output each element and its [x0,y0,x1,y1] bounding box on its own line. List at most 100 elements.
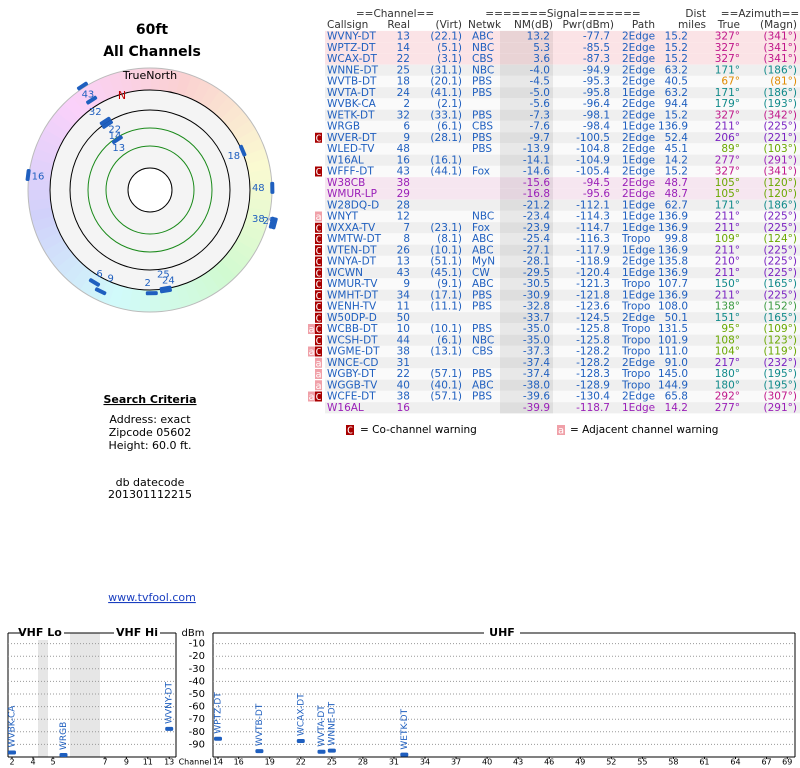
cell-nm: -30.5 [523,278,550,290]
x-tick-label: 52 [606,758,616,767]
warning-flag: C [316,246,323,257]
cell-callsign: WCWN [327,267,363,279]
cell-dist: 50.1 [665,312,688,324]
cell-nm: -21.2 [523,199,550,211]
column-header: ==Azimuth== [721,8,799,20]
x-tick-label: 16 [234,758,244,767]
cell-netwk: CBS [472,121,493,133]
signal-label: WVTA-DT [317,705,327,747]
cell-callsign: WGBY-DT [327,368,376,380]
y-tick-label: -80 [189,727,205,738]
ring [69,109,231,271]
cell-path: 2Edge [622,76,655,88]
site-link[interactable]: www.tvfool.com [108,591,196,604]
warning-box [315,211,322,222]
row-background [325,345,800,358]
column-header: Dist [685,8,706,20]
signal-label: WVTB-DT [255,703,265,746]
title: 60ft [136,22,169,38]
row-background [325,334,800,346]
cell-nm: -39.9 [523,402,550,414]
cell-virt: (10.1) [430,244,462,256]
cell-nm: -37.4 [523,357,550,369]
row-background [325,120,800,133]
cell-netwk: NBC [472,64,494,76]
station-label: 25 [157,270,170,281]
cell-az-true: 211° [715,211,740,223]
cell-az-magn: (186°) [764,87,797,99]
cell-callsign: WVTB-DT [327,76,377,88]
cell-virt: (8.1) [437,233,462,245]
criteria-address: Address: exact [109,413,191,426]
cell-nm: 13.2 [527,31,550,43]
warning-box [308,391,315,402]
row-background [325,42,800,54]
cell-az-magn: (123°) [764,334,797,346]
cell-dist: 107.7 [658,278,688,290]
nm-cell-shade [500,244,553,256]
column-header: NM(dB) [514,19,553,31]
cell-az-true: 109° [715,233,740,245]
cell-real: 16 [397,402,411,414]
nm-cell-shade [500,120,553,133]
warning-box [315,312,322,323]
cell-dist: 136.9 [658,211,688,223]
cell-dist: 14.2 [665,402,688,414]
cell-dist: 94.4 [665,98,689,110]
cell-az-magn: (124°) [764,233,797,245]
cell-real: 11 [397,301,410,313]
warning-box [315,245,322,256]
cell-pwr: -98.4 [583,121,610,133]
cell-az-true: 104° [715,346,740,358]
cell-nm: -5.0 [530,87,551,99]
x-tick-label: 9 [124,758,129,767]
column-header: Pwr(dBm) [562,19,614,31]
warning-flag: C [316,302,323,313]
x-tick-label: 43 [513,758,523,767]
cell-nm: -30.9 [523,289,550,301]
warning-box [315,324,322,334]
cell-nm: -33.7 [523,312,550,324]
row-background [325,255,800,268]
cell-pwr: -120.4 [576,267,610,279]
station-marker [111,135,123,145]
x-tick-label: 37 [451,758,461,767]
nm-cell-shade [500,98,553,110]
cell-real: 40 [397,379,410,391]
warning-flag: C [316,291,323,302]
row-background [325,64,800,76]
nm-cell-shade [500,267,553,279]
cell-callsign: W16AL [327,402,364,414]
station-label: 9 [108,274,114,285]
cell-callsign: WMHT-DT [327,289,379,301]
cell-virt: (45.1) [430,267,462,279]
station-label: 16 [32,172,45,183]
cell-pwr: -118.9 [576,256,610,268]
x-tick-label: 49 [575,758,585,767]
cell-virt: (51.1) [430,256,462,268]
cell-path: Tropo [621,334,650,346]
signal-label: WCAX-DT [296,693,306,736]
criteria-height: Height: 60.0 ft. [108,439,191,452]
nm-cell-shade [500,30,553,43]
cell-callsign: WCFE-DT [327,391,376,403]
cell-nm: -15.6 [523,177,550,189]
cell-netwk: PBS [472,301,492,313]
cell-real: 38 [397,346,410,358]
nm-cell-shade [500,188,553,200]
nm-cell-shade [500,154,553,166]
cell-az-true: 108° [715,334,740,346]
cell-virt: (5.1) [437,42,462,54]
station-marker [271,217,278,230]
cell-pwr: -95.8 [583,87,610,99]
warning-box [315,222,322,233]
cell-az-magn: (341°) [764,53,797,65]
cell-az-true: 211° [715,244,740,256]
cell-dist: 135.8 [658,256,688,268]
x-tick-label: 46 [544,758,554,767]
x-tick-label: 28 [358,758,368,767]
cell-pwr: -114.3 [576,211,610,223]
cell-az-magn: (291°) [764,402,797,414]
cell-path: 2Edge [622,132,655,144]
station-marker [76,81,89,91]
